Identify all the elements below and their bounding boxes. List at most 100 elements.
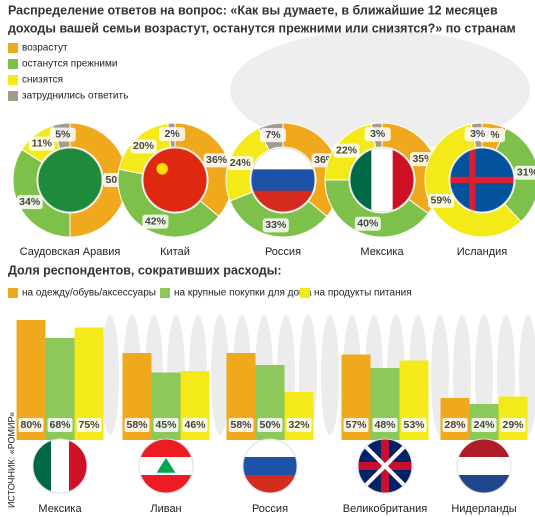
value-label: 40%	[357, 218, 379, 230]
value-label-bg	[401, 418, 427, 432]
value-label: 24%	[230, 157, 252, 169]
legend-label: затруднились ответить	[22, 91, 128, 102]
value-label-bg	[442, 418, 468, 432]
legend-label: на продукты питания	[314, 288, 412, 299]
flag-stripe	[371, 148, 394, 212]
category-label: Нидерланды	[451, 503, 516, 515]
flag	[143, 148, 207, 212]
bar-title: Доля респондентов, сокративших расходы:	[8, 263, 282, 277]
legend-label: останутся прежними	[22, 59, 117, 70]
flag-stripe	[457, 457, 511, 476]
flag-stripe	[51, 439, 70, 493]
value-label-bg	[124, 418, 150, 432]
flag-stripe	[143, 148, 207, 212]
value-label: 48%	[374, 419, 396, 431]
legend-label: на крупные покупки для дома	[174, 288, 312, 299]
flag	[243, 439, 297, 493]
source: ИСТОЧНИК: «РОМИР»	[6, 412, 16, 508]
value-label-bg	[471, 418, 497, 432]
value-label: 42%	[145, 215, 167, 227]
legend-label: снизятся	[22, 75, 63, 86]
value-label: 58%	[126, 419, 148, 431]
map-decoration	[230, 30, 530, 150]
value-label-bg	[130, 139, 157, 154]
pie-subtitle: доходы вашей семьи возрастут, останутся …	[8, 21, 516, 35]
flag	[38, 148, 102, 212]
value-label-bg	[372, 418, 398, 432]
value-label: 32%	[288, 419, 310, 431]
value-label: 2%	[165, 128, 181, 140]
value-label-bg	[464, 127, 491, 142]
flag-stripe	[243, 457, 297, 476]
pie-slice	[12, 148, 71, 238]
legend-swatch	[8, 91, 18, 101]
category-label: Ливан	[150, 503, 181, 515]
value-label: 20%	[133, 140, 155, 152]
value-label: 36%	[206, 154, 228, 166]
value-label: 24%	[473, 419, 495, 431]
pie-title: Распределение ответов на вопрос: «Как вы…	[8, 3, 498, 17]
flag-rim	[250, 147, 316, 213]
value-label-bg	[262, 218, 289, 233]
legend-swatch	[300, 288, 310, 298]
pie-slice	[69, 122, 128, 238]
legend-swatch	[8, 288, 18, 298]
bar	[284, 392, 314, 440]
value-label: 33%	[265, 219, 287, 231]
legend-label: на одежду/обувь/аксессуары	[22, 287, 156, 299]
value-label-bg	[203, 153, 230, 168]
legend-label: возрастут	[22, 43, 68, 54]
flag-stripe	[38, 148, 102, 212]
value-label: 22%	[336, 144, 358, 156]
flag-stripe	[139, 475, 193, 493]
legend-swatch	[8, 43, 18, 53]
value-label-bg	[16, 195, 43, 210]
value-label: 46%	[184, 419, 206, 431]
value-label-bg	[153, 418, 179, 432]
flag	[139, 439, 193, 493]
value-label: 34%	[19, 196, 41, 208]
flag-rim	[449, 147, 515, 213]
value-label: 29%	[502, 419, 524, 431]
flag-stripe	[33, 439, 52, 493]
legend-swatch	[160, 288, 170, 298]
category-label: Великобритания	[343, 503, 428, 515]
value-label-bg	[343, 418, 369, 432]
flag-rim	[138, 438, 194, 494]
flag-rim	[242, 438, 298, 494]
value-label-bg	[47, 418, 73, 432]
value-label-bg	[159, 127, 186, 142]
flag-stripe	[457, 475, 511, 493]
flag-stripe	[457, 439, 511, 458]
category-label: Россия	[252, 503, 288, 515]
category-label: Россия	[265, 246, 301, 258]
crowd-decoration	[211, 315, 229, 435]
value-label: 75%	[78, 419, 100, 431]
pie-slice	[174, 122, 233, 218]
flag-stripe	[251, 148, 315, 170]
value-label: 7%	[265, 129, 281, 141]
flag-stripe	[69, 439, 87, 493]
value-label: 57%	[345, 419, 367, 431]
value-label-bg	[428, 193, 455, 208]
value-label-bg	[500, 418, 526, 432]
flag	[457, 439, 511, 493]
value-label: 3%	[370, 128, 386, 140]
value-label-bg	[259, 128, 286, 143]
value-label-bg	[28, 136, 55, 151]
flag-rim	[456, 438, 512, 494]
value-label: 50%	[259, 419, 281, 431]
pie-slice	[324, 179, 429, 238]
value-label: 31%	[517, 167, 535, 179]
value-label: 28%	[444, 419, 466, 431]
value-label-bg	[76, 418, 102, 432]
flag-diag	[358, 439, 412, 493]
value-label: 80%	[20, 419, 42, 431]
flag-rim	[37, 147, 103, 213]
flag-rim	[349, 147, 415, 213]
value-label: 45%	[155, 419, 177, 431]
value-label: 53%	[403, 419, 425, 431]
flag-rim	[142, 147, 208, 213]
value-label-bg	[182, 418, 208, 432]
value-label: 3%	[470, 128, 486, 140]
